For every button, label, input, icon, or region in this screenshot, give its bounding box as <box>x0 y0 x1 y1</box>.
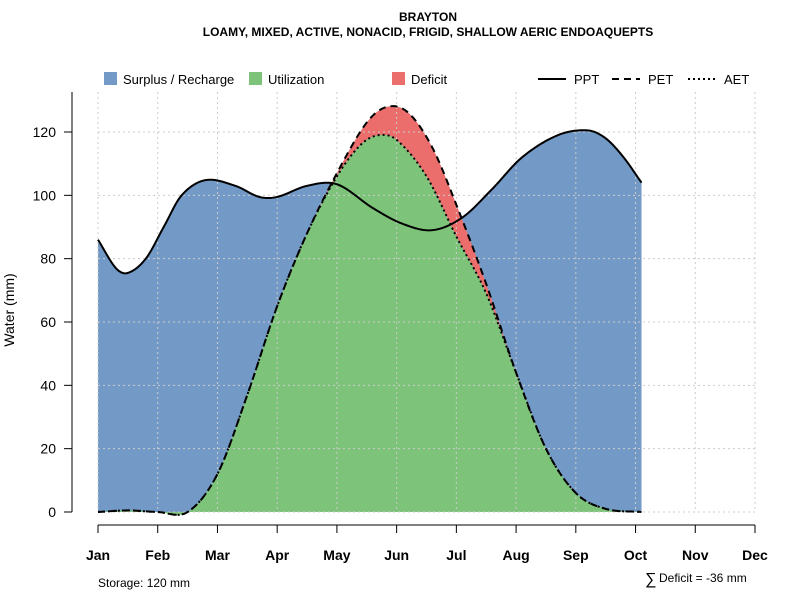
legend-label-surplus: Surplus / Recharge <box>123 72 234 87</box>
y-tick-label: 80 <box>40 251 56 267</box>
legend: Surplus / Recharge Utilization Deficit P… <box>104 72 749 87</box>
x-tick-label: Feb <box>145 547 170 563</box>
legend-swatch-surplus <box>104 72 117 85</box>
legend-label-deficit: Deficit <box>411 72 448 87</box>
y-axis-label: Water (mm) <box>1 273 17 346</box>
x-tick-label: Jan <box>86 547 110 563</box>
legend-label-aet: AET <box>724 72 749 87</box>
legend-swatch-utilization <box>249 72 262 85</box>
x-tick-label: Aug <box>502 547 529 563</box>
plot-area <box>97 92 756 516</box>
x-tick-label: Oct <box>624 547 648 563</box>
y-tick-label: 120 <box>33 124 57 140</box>
x-tick-label: Apr <box>265 547 290 563</box>
y-tick-label: 60 <box>40 314 56 330</box>
y-tick-label: 100 <box>33 187 57 203</box>
x-tick-label: Jul <box>446 547 466 563</box>
chart-title: BRAYTON <box>399 10 457 24</box>
legend-label-pet: PET <box>648 72 673 87</box>
x-tick-label: Jun <box>384 547 409 563</box>
utilization-area <box>98 134 642 515</box>
sigma-icon: ∑ <box>645 571 656 588</box>
x-tick-label: Nov <box>682 547 709 563</box>
legend-label-utilization: Utilization <box>268 72 324 87</box>
x-tick-label: Dec <box>742 547 768 563</box>
chart-subtitle: LOAMY, MIXED, ACTIVE, NONACID, FRIGID, S… <box>203 25 653 39</box>
axes: 0 20 40 60 80 100 120 Jan Feb Mar Apr May Jun Jul Aug S… <box>33 92 768 563</box>
legend-label-ppt: PPT <box>574 72 599 87</box>
legend-swatch-deficit <box>392 72 405 85</box>
x-tick-label: May <box>323 547 350 563</box>
x-tick-label: Sep <box>563 547 589 563</box>
y-tick-label: 40 <box>40 377 56 393</box>
series-line-ppt <box>97 129 643 275</box>
storage-annotation: Storage: 120 mm <box>98 576 190 590</box>
y-tick-label: 0 <box>48 504 56 520</box>
y-tick-label: 20 <box>40 441 56 457</box>
series-line-aet <box>97 133 642 516</box>
x-tick-label: Mar <box>205 547 230 563</box>
deficit-annotation: Deficit = -36 mm <box>659 571 747 585</box>
